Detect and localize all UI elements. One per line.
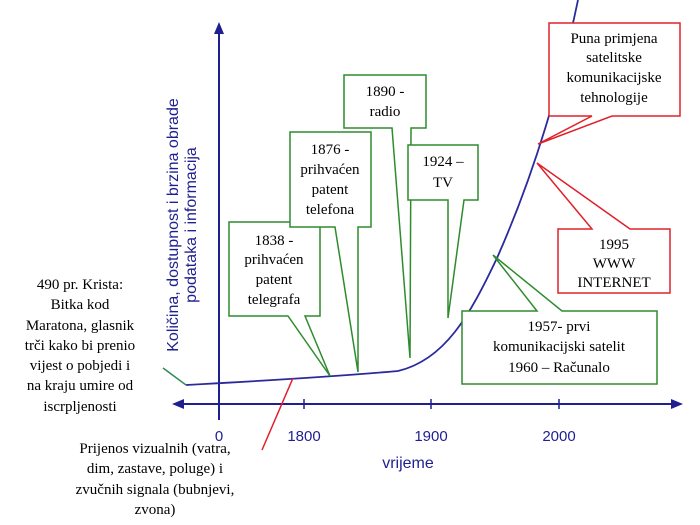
callout-telegraph: 1838 - prihvaćen patent telegrafa [228,221,331,377]
note-signals-line3: zvučnih signala (bubnjevi, [76,482,235,498]
callout-tv-line2: TV [433,175,453,191]
callout-satellite-full-line2: satelitske [586,50,642,66]
note-marathon-line6: na kraju umire od [27,378,134,394]
callout-satellite-full: Puna primjena satelitske komunikacijske … [537,22,681,145]
callout-telephone-line2: prihvaćen [300,162,360,178]
callout-telegraph-line2: prihvaćen [244,252,304,268]
callout-telegraph-line3: patent [256,272,293,288]
x-tick-label-1800: 1800 [287,428,320,445]
y-axis-label-line1: Količina, dostupnost i brzina obrade [165,98,182,352]
note-signals-line1: Prijenos vizualnih (vatra, [79,441,230,457]
callout-internet-line2: WWW [593,256,636,272]
callout-radio: 1890 - radio [343,74,427,359]
x-axis-label: vrijeme [382,455,434,472]
y-axis-arrow [214,22,224,34]
callout-telephone: 1876 - prihvaćen patent telefona [289,131,372,373]
callout-satellite: 1957- prvi komunikacijski satelit 1960 –… [461,254,658,385]
callout-radio-line2: radio [370,104,401,120]
x-axis-arrow-left [172,399,184,409]
y-axis-label: Količina, dostupnost i brzina obrade pod… [165,98,200,352]
x-tick-label-0: 0 [215,428,223,445]
note-marathon-line2: Bitka kod [51,297,110,313]
callout-satellite-full-line3: komunikacijske [567,70,662,86]
left-note-connector [162,367,187,386]
note-signals-line2: dim, zastave, poluge) i [87,461,223,477]
callout-satellite-full-line1: Puna primjena [570,31,657,47]
note-marathon-line4: trči kako bi prenio [25,338,135,354]
note-signals: Prijenos vizualnih (vatra, dim, zastave,… [76,441,235,518]
note-marathon-line1: 490 pr. Krista: [37,277,123,293]
callout-radio-line1: 1890 - [366,84,405,100]
callout-telegraph-line1: 1838 - [255,233,294,249]
callout-internet: 1995 WWW INTERNET [536,162,671,294]
note-signals-line4: zvona) [135,502,176,518]
x-tick-label-2000: 2000 [542,428,575,445]
callout-internet-line3: INTERNET [577,275,650,291]
callout-tv-line1: 1924 – [422,154,464,170]
note-marathon-line7: iscrpljenosti [43,399,116,415]
callout-internet-line1: 1995 [599,237,629,253]
callout-tv: 1924 – TV [407,144,479,319]
note-marathon-line5: vijest o pobjedi i [30,358,130,374]
callout-telephone-line1: 1876 - [311,142,350,158]
callout-telegraph-line4: telegrafa [248,292,301,308]
x-tick-label-1900: 1900 [414,428,447,445]
callout-telephone-line3: patent [312,182,349,198]
y-axis-label-line2: podataka i informacija [183,147,200,303]
callout-satellite-line1: 1957- prvi [528,319,591,335]
callout-satellite-line2: komunikacijski satelit [493,339,626,355]
bottom-note-connector [261,377,294,451]
note-marathon: 490 pr. Krista: Bitka kod Maratona, glas… [25,277,135,415]
note-marathon-line3: Maratona, glasnik [26,318,135,334]
callout-satellite-full-line4: tehnologije [580,90,648,106]
callout-telephone-line4: telefona [306,202,355,218]
x-axis-arrow-right [671,399,683,409]
callout-satellite-line3: 1960 – Računalo [508,360,610,376]
